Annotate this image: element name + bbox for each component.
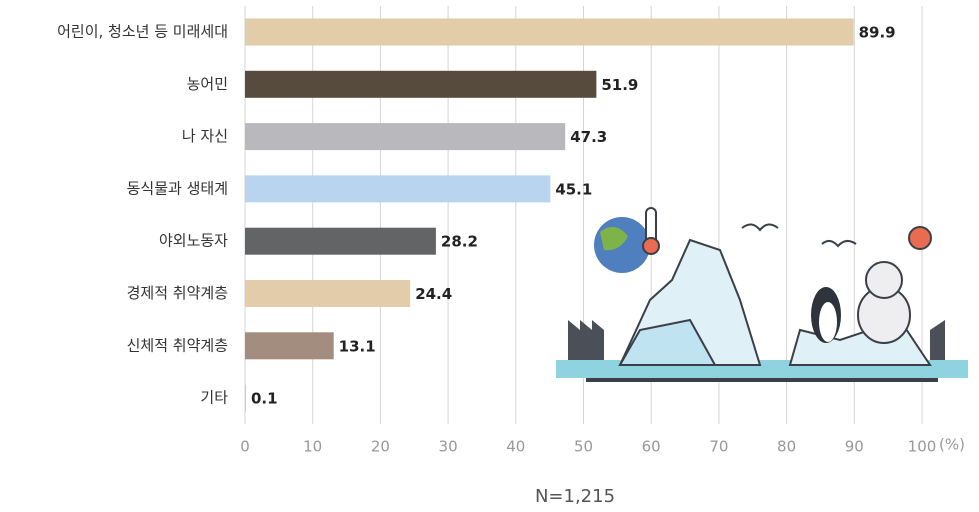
x-tick-label: 80 [777,438,796,456]
bar [245,332,334,360]
y-tick-label: 동식물과 생태계 [127,179,228,197]
y-tick-label: 나 자신 [182,127,228,145]
bar [245,123,566,151]
value-label: 0.1 [251,390,278,408]
y-tick-label: 신체적 취약계층 [127,336,228,354]
x-tick-label: 30 [439,438,458,456]
bar [245,70,597,98]
value-label: 89.9 [859,24,896,42]
x-tick-label: 40 [506,438,525,456]
bar [245,384,246,412]
value-label: 28.2 [441,233,478,251]
x-tick-label: 0 [240,438,250,456]
x-tick-label: 20 [371,438,390,456]
y-tick-label: 야외노동자 [159,232,228,250]
y-tick-label: 어린이, 청소년 등 미래세대 [57,23,228,41]
bar [245,227,436,255]
illustration [556,207,968,382]
value-label: 51.9 [601,76,638,94]
bar [245,18,854,46]
bar [245,175,551,203]
value-label: 45.1 [555,180,592,198]
bar [245,280,411,307]
y-tick-label: 기타 [200,389,228,407]
value-label: 24.4 [415,285,452,303]
x-tick-label: 50 [574,438,593,456]
note: N=1,215 [535,486,615,507]
x-tick-label: 60 [642,438,661,456]
value-label: 13.1 [339,337,376,355]
x-tick-label: 100 [908,438,937,456]
value-label: 47.3 [570,128,607,146]
y-tick-label: 농어민 [187,75,228,93]
x-axis-unit: (%) [939,436,965,454]
y-tick-label: 경제적 취약계층 [127,284,228,302]
x-tick-label: 70 [709,438,728,456]
x-tick-label: 90 [845,438,864,456]
x-tick-label: 10 [303,438,322,456]
